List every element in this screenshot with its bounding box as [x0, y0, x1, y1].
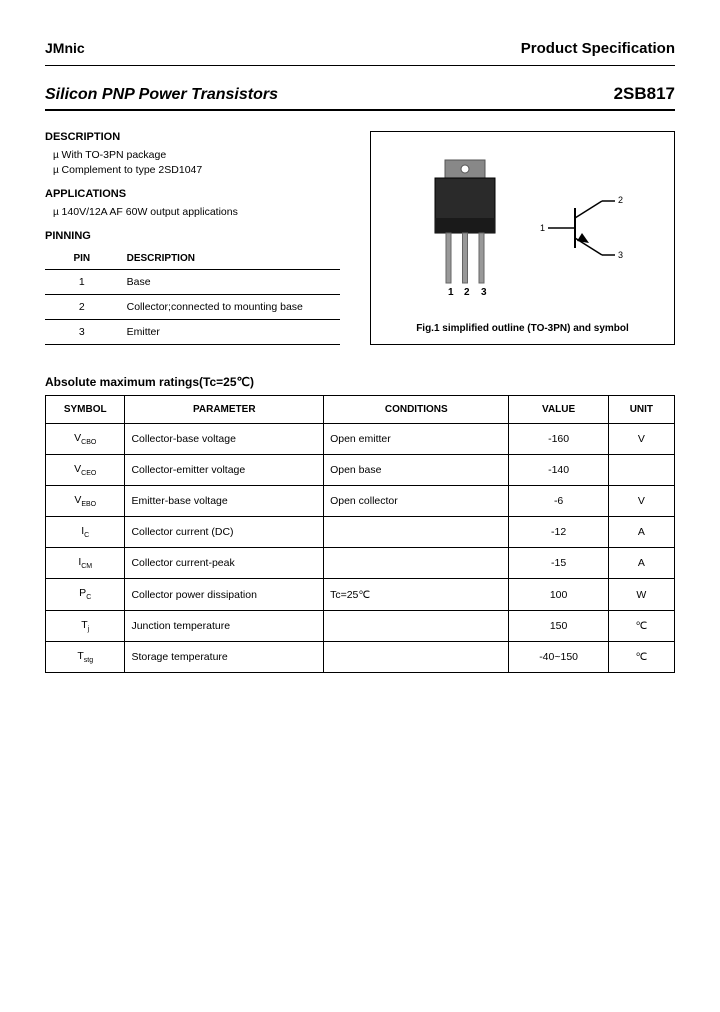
ratings-unit: A: [608, 517, 674, 548]
ratings-unit: V: [608, 424, 674, 455]
ratings-conditions: Open collector: [324, 486, 509, 517]
spec-label: Product Specification: [521, 40, 675, 57]
ratings-value: -15: [509, 548, 608, 579]
figure-box: 1 2 3 1 2 3 Fig.1 simplified outl: [370, 131, 675, 345]
description-list: With TO-3PN package Complement to type 2…: [45, 149, 355, 176]
ratings-value: -140: [509, 455, 608, 486]
ratings-table: SYMBOL PARAMETER CONDITIONS VALUE UNIT V…: [45, 395, 675, 673]
ratings-conditions: [324, 641, 509, 672]
applications-heading: APPLICATIONS: [45, 188, 355, 200]
pinning-pin: 1: [45, 270, 119, 295]
ratings-symbol: Tj: [46, 610, 125, 641]
ratings-row: VCBOCollector-base voltageOpen emitter-1…: [46, 424, 675, 455]
pinning-desc: Emitter: [119, 320, 340, 345]
ratings-symbol: VEBO: [46, 486, 125, 517]
ratings-col-value: VALUE: [509, 396, 608, 424]
ratings-col-symbol: SYMBOL: [46, 396, 125, 424]
ratings-parameter: Junction temperature: [125, 610, 324, 641]
svg-text:1: 1: [540, 223, 545, 233]
ratings-row: TstgStorage temperature -40~150℃: [46, 641, 675, 672]
svg-text:2: 2: [464, 287, 470, 298]
ratings-value: 150: [509, 610, 608, 641]
ratings-symbol: VCEO: [46, 455, 125, 486]
ratings-symbol: ICM: [46, 548, 125, 579]
svg-text:3: 3: [618, 250, 623, 260]
ratings-value: -160: [509, 424, 608, 455]
pinning-row: 1Base: [45, 270, 340, 295]
datasheet-page: JMnic Product Specification Silicon PNP …: [0, 0, 720, 1012]
svg-text:1: 1: [448, 287, 454, 298]
pinning-col-desc: DESCRIPTION: [119, 248, 340, 270]
pinning-pin: 3: [45, 320, 119, 345]
ratings-parameter: Collector-emitter voltage: [125, 455, 324, 486]
figure-area: 1 2 3 1 2 3: [381, 142, 664, 313]
ratings-value: 100: [509, 579, 608, 610]
description-heading: DESCRIPTION: [45, 131, 355, 143]
ratings-parameter: Collector current-peak: [125, 548, 324, 579]
figure-caption: Fig.1 simplified outline (TO-3PN) and sy…: [416, 323, 629, 334]
ratings-unit: A: [608, 548, 674, 579]
ratings-col-parameter: PARAMETER: [125, 396, 324, 424]
ratings-col-unit: UNIT: [608, 396, 674, 424]
ratings-conditions: Open emitter: [324, 424, 509, 455]
description-item: With TO-3PN package: [53, 149, 355, 161]
ratings-parameter: Collector power dissipation: [125, 579, 324, 610]
svg-text:2: 2: [618, 195, 623, 205]
ratings-value: -40~150: [509, 641, 608, 672]
ratings-conditions: Tc=25℃: [324, 579, 509, 610]
ratings-title: Absolute maximum ratings(Tc=25℃): [45, 375, 675, 389]
ratings-value: -6: [509, 486, 608, 517]
page-header: JMnic Product Specification: [45, 40, 675, 66]
pinning-col-pin: PIN: [45, 248, 119, 270]
pinning-table: PIN DESCRIPTION 1Base2Collector;connecte…: [45, 248, 340, 345]
package-outline-icon: 1 2 3: [420, 158, 510, 298]
pinning-row: 2Collector;connected to mounting base: [45, 295, 340, 320]
brand-name: JMnic: [45, 40, 85, 56]
ratings-value: -12: [509, 517, 608, 548]
ratings-parameter: Collector-base voltage: [125, 424, 324, 455]
pinning-heading: PINNING: [45, 230, 355, 242]
text-column: DESCRIPTION With TO-3PN package Compleme…: [45, 131, 355, 345]
ratings-symbol: Tstg: [46, 641, 125, 672]
ratings-symbol: IC: [46, 517, 125, 548]
ratings-unit: V: [608, 486, 674, 517]
ratings-parameter: Storage temperature: [125, 641, 324, 672]
ratings-row: TjJunction temperature 150℃: [46, 610, 675, 641]
pinning-desc: Base: [119, 270, 340, 295]
svg-text:3: 3: [481, 287, 487, 298]
pinning-pin: 2: [45, 295, 119, 320]
applications-list: 140V/12A AF 60W output applications: [45, 206, 355, 218]
description-item: Complement to type 2SD1047: [53, 164, 355, 176]
applications-item: 140V/12A AF 60W output applications: [53, 206, 355, 218]
product-family: Silicon PNP Power Transistors: [45, 86, 278, 104]
ratings-col-conditions: CONDITIONS: [324, 396, 509, 424]
title-row: Silicon PNP Power Transistors 2SB817: [45, 84, 675, 111]
ratings-row: VEBOEmitter-base voltageOpen collector-6…: [46, 486, 675, 517]
ratings-conditions: Open base: [324, 455, 509, 486]
ratings-unit: [608, 455, 674, 486]
ratings-row: PCCollector power dissipationTc=25℃100W: [46, 579, 675, 610]
ratings-unit: ℃: [608, 610, 674, 641]
pinning-desc: Collector;connected to mounting base: [119, 295, 340, 320]
transistor-symbol-icon: 1 2 3: [540, 183, 625, 273]
ratings-symbol: PC: [46, 579, 125, 610]
ratings-conditions: [324, 610, 509, 641]
overview-section: DESCRIPTION With TO-3PN package Compleme…: [45, 131, 675, 345]
ratings-parameter: Collector current (DC): [125, 517, 324, 548]
ratings-conditions: [324, 517, 509, 548]
ratings-unit: ℃: [608, 641, 674, 672]
ratings-row: ICCollector current (DC) -12A: [46, 517, 675, 548]
ratings-row: VCEOCollector-emitter voltageOpen base-1…: [46, 455, 675, 486]
ratings-row: ICMCollector current-peak -15A: [46, 548, 675, 579]
ratings-symbol: VCBO: [46, 424, 125, 455]
ratings-parameter: Emitter-base voltage: [125, 486, 324, 517]
ratings-conditions: [324, 548, 509, 579]
part-number: 2SB817: [614, 84, 675, 104]
pinning-row: 3Emitter: [45, 320, 340, 345]
ratings-unit: W: [608, 579, 674, 610]
